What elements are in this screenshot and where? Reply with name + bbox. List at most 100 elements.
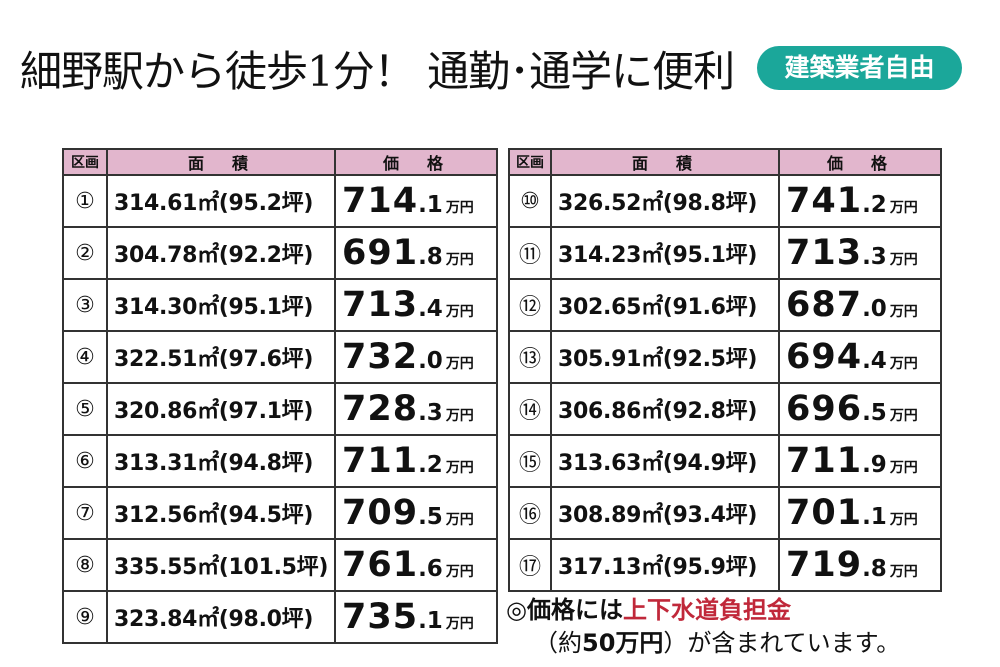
price-integer: 711 — [786, 441, 863, 481]
lot-price: 691.8 万円 — [334, 226, 498, 280]
note-highlight: 上下水道負担金 — [622, 596, 791, 624]
price-unit: 万円 — [445, 616, 474, 632]
lot-area: 313.63㎡(94.9坪) — [550, 434, 780, 488]
table-row: ④ 322.51㎡(97.6坪) 732.0 万円 — [62, 330, 498, 384]
price-unit: 万円 — [889, 512, 918, 528]
lot-price: 735.1 万円 — [334, 590, 498, 644]
price-integer: 735 — [342, 597, 419, 637]
price-decimal: .4 — [862, 348, 887, 374]
table-row: ⑨ 323.84㎡(98.0坪) 735.1 万円 — [62, 590, 498, 644]
lot-area: 323.84㎡(98.0坪) — [106, 590, 336, 644]
table-row: ⑯ 308.89㎡(93.4坪) 701.1 万円 — [508, 486, 942, 540]
lot-area: 302.65㎡(91.6坪) — [550, 278, 780, 332]
lot-area: 308.89㎡(93.4坪) — [550, 486, 780, 540]
table-row: ⑥ 313.31㎡(94.8坪) 711.2 万円 — [62, 434, 498, 488]
price-integer: 711 — [342, 441, 419, 481]
table-row: ① 314.61㎡(95.2坪) 714.1 万円 — [62, 174, 498, 228]
lot-area: 305.91㎡(92.5坪) — [550, 330, 780, 384]
lot-price: 761.6 万円 — [334, 538, 498, 592]
price-unit: 万円 — [889, 564, 918, 580]
lot-number: ⑬ — [508, 330, 552, 384]
price-decimal: .2 — [862, 192, 887, 218]
price-decimal: .0 — [862, 296, 887, 322]
table-row: ③ 314.30㎡(95.1坪) 713.4 万円 — [62, 278, 498, 332]
table-row: ⑬ 305.91㎡(92.5坪) 694.4 万円 — [508, 330, 942, 384]
lot-price: 719.8 万円 — [778, 538, 942, 592]
price-integer: 694 — [786, 337, 863, 377]
price-unit: 万円 — [445, 408, 474, 424]
lot-number: ⑰ — [508, 538, 552, 592]
lot-number: ⑭ — [508, 382, 552, 436]
table-row: ⑧ 335.55㎡(101.5坪) 761.6 万円 — [62, 538, 498, 592]
price-integer: 691 — [342, 233, 419, 273]
lot-price: 732.0 万円 — [334, 330, 498, 384]
price-decimal: .6 — [418, 556, 443, 582]
lot-area: 335.55㎡(101.5坪) — [106, 538, 336, 592]
price-integer: 741 — [786, 181, 863, 221]
price-decimal: .0 — [418, 348, 443, 374]
note-amount: 50万円 — [582, 629, 664, 657]
table-row: ⑤ 320.86㎡(97.1坪) 728.3 万円 — [62, 382, 498, 436]
lot-number: ④ — [62, 330, 108, 384]
lot-area: 313.31㎡(94.8坪) — [106, 434, 336, 488]
lot-area: 304.78㎡(92.2坪) — [106, 226, 336, 280]
note-open: （約 — [534, 629, 582, 657]
price-integer: 687 — [786, 285, 863, 325]
price-decimal: .1 — [418, 192, 443, 218]
lot-area: 322.51㎡(97.6坪) — [106, 330, 336, 384]
lot-area: 320.86㎡(97.1坪) — [106, 382, 336, 436]
table-header-row: 区画 面 積 価 格 — [508, 148, 942, 176]
price-integer: 713 — [786, 233, 863, 273]
area-header: 面 積 — [550, 148, 780, 176]
lot-price: 701.1 万円 — [778, 486, 942, 540]
lot-price: 728.3 万円 — [334, 382, 498, 436]
lot-area: 314.23㎡(95.1坪) — [550, 226, 780, 280]
price-decimal: .5 — [862, 400, 887, 426]
note-close: ） — [663, 629, 688, 657]
price-decimal: .1 — [862, 504, 887, 530]
price-unit: 万円 — [445, 252, 474, 268]
table-row: ⑰ 317.13㎡(95.9坪) 719.8 万円 — [508, 538, 942, 592]
table-row: ⑭ 306.86㎡(92.8坪) 696.5 万円 — [508, 382, 942, 436]
price-unit: 万円 — [445, 564, 474, 580]
lot-price: 694.4 万円 — [778, 330, 942, 384]
price-unit: 万円 — [445, 200, 474, 216]
table-row: ⑪ 314.23㎡(95.1坪) 713.3 万円 — [508, 226, 942, 280]
price-integer: 709 — [342, 493, 419, 533]
note-rest: が含まれています。 — [687, 629, 901, 657]
lot-number: ③ — [62, 278, 108, 332]
table-row: ② 304.78㎡(92.2坪) 691.8 万円 — [62, 226, 498, 280]
lot-price: 711.2 万円 — [334, 434, 498, 488]
price-integer: 728 — [342, 389, 419, 429]
table-row: ⑫ 302.65㎡(91.6坪) 687.0 万円 — [508, 278, 942, 332]
lot-number: ⑫ — [508, 278, 552, 332]
price-unit: 万円 — [889, 304, 918, 320]
lot-area: 312.56㎡(94.5坪) — [106, 486, 336, 540]
price-unit: 万円 — [889, 200, 918, 216]
note-prefix: ◎価格には — [506, 596, 623, 624]
price-unit: 万円 — [445, 356, 474, 372]
kubun-header: 区画 — [508, 148, 552, 176]
price-unit: 万円 — [445, 460, 474, 476]
price-unit: 万円 — [889, 460, 918, 476]
price-decimal: .2 — [418, 452, 443, 478]
headline: 細野駅から徒歩1分！ 通勤･通学に便利 — [20, 47, 735, 96]
table-row: ⑦ 312.56㎡(94.5坪) 709.5 万円 — [62, 486, 498, 540]
lot-area: 314.61㎡(95.2坪) — [106, 174, 336, 228]
lot-price: 696.5 万円 — [778, 382, 942, 436]
price-decimal: .4 — [418, 296, 443, 322]
price-unit: 万円 — [889, 408, 918, 424]
price-unit: 万円 — [445, 512, 474, 528]
price-decimal: .9 — [862, 452, 887, 478]
lot-number: ② — [62, 226, 108, 280]
area-header: 面 積 — [106, 148, 336, 176]
lot-number: ⑦ — [62, 486, 108, 540]
price-decimal: .5 — [418, 504, 443, 530]
lot-area: 326.52㎡(98.8坪) — [550, 174, 780, 228]
free-builder-badge: 建築業者自由 — [757, 46, 962, 90]
price-decimal: .8 — [418, 244, 443, 270]
lot-price: 711.9 万円 — [778, 434, 942, 488]
lot-number: ⑯ — [508, 486, 552, 540]
lot-number: ⑨ — [62, 590, 108, 644]
table-row: ⑮ 313.63㎡(94.9坪) 711.9 万円 — [508, 434, 942, 488]
